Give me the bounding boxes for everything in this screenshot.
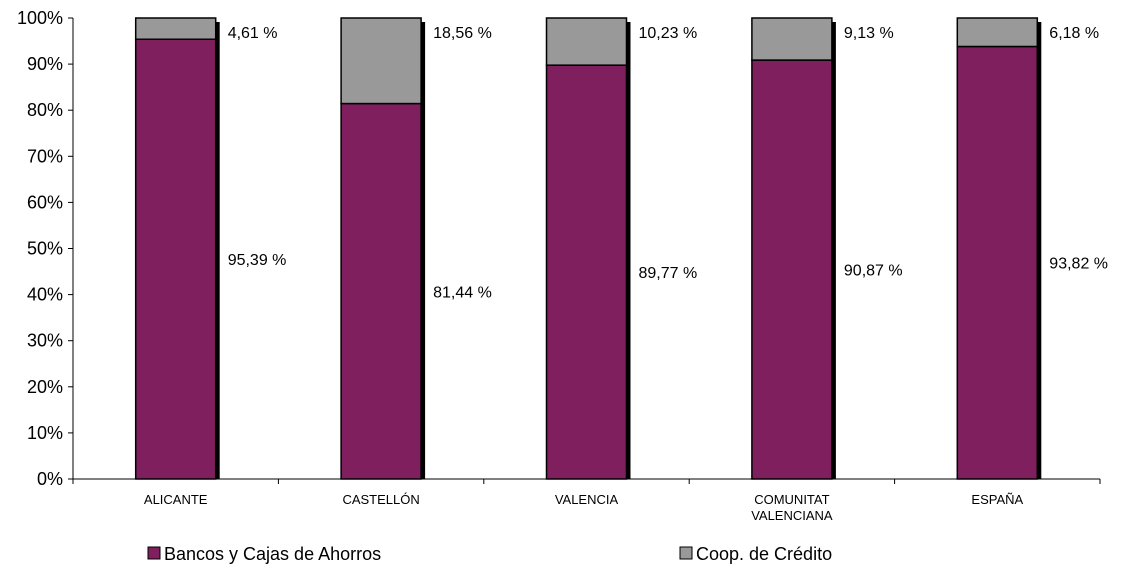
y-tick-label: 10% — [27, 423, 63, 443]
bar-segment-bancos — [134, 38, 217, 480]
bar-shadow — [831, 22, 836, 479]
y-tick-label: 70% — [27, 146, 63, 166]
bar-segment-bancos — [545, 64, 628, 480]
chart-axes: 0% 10% 20% 30% 40% 50% 60% 70% 80% 90% 100% ALICANT… — [17, 8, 1101, 523]
legend-swatch — [147, 546, 161, 560]
bar-shadow — [421, 22, 426, 479]
y-tick-label: 0% — [37, 469, 63, 489]
data-label-bancos: 93,82 % — [1049, 256, 1108, 273]
x-category-label: VALENCIA — [555, 492, 619, 507]
data-label-bancos: 90,87 % — [844, 263, 903, 280]
bar-shadow — [1037, 22, 1042, 479]
bar-segment-coop — [134, 17, 217, 41]
legend-swatch — [679, 546, 693, 560]
chart-legend: Bancos y Cajas de Ahorros Coop. de Crédit… — [147, 544, 832, 564]
y-tick-label: 30% — [27, 331, 63, 351]
legend-label: Bancos y Cajas de Ahorros — [164, 544, 381, 564]
chart-bars — [134, 17, 1042, 480]
bar-segment-bancos — [956, 45, 1039, 480]
bar-segment-bancos — [340, 102, 422, 480]
x-category-label: ALICANTE — [144, 492, 208, 507]
data-label-coop: 9,13 % — [844, 25, 894, 42]
legend-label: Coop. de Crédito — [696, 544, 832, 564]
x-category-label: VALENCIANA — [751, 508, 833, 523]
data-label-bancos: 81,44 % — [433, 284, 492, 301]
chart-data-labels: 95,39 % 4,61 % 81,44 % 18,56 % 89,77 % 10,23 … — [228, 25, 1108, 301]
bar-segment-coop — [751, 17, 833, 61]
data-label-bancos: 95,39 % — [228, 252, 287, 269]
data-label-bancos: 89,77 % — [639, 265, 698, 282]
y-tick-label: 80% — [27, 100, 63, 120]
bar-shadow — [626, 22, 631, 479]
y-tick-label: 40% — [27, 285, 63, 305]
bar-segment-coop — [545, 17, 628, 66]
bar-shadow — [215, 22, 220, 479]
bar-segment-coop — [956, 17, 1039, 48]
data-label-coop: 6,18 % — [1049, 25, 1099, 42]
y-tick-label: 90% — [27, 54, 63, 74]
bar-segment-coop — [340, 17, 422, 105]
y-tick-label: 50% — [27, 239, 63, 259]
x-category-label: COMUNITAT — [754, 492, 829, 507]
y-tick-label: 100% — [17, 8, 63, 28]
bar-segment-bancos — [751, 59, 833, 480]
x-category-label: CASTELLÓN — [342, 492, 419, 507]
data-label-coop: 4,61 % — [228, 25, 278, 42]
y-tick-label: 60% — [27, 192, 63, 212]
data-label-coop: 18,56 % — [433, 25, 492, 42]
x-category-label: ESPAÑA — [971, 492, 1023, 507]
y-tick-label: 20% — [27, 377, 63, 397]
data-label-coop: 10,23 % — [639, 25, 698, 42]
